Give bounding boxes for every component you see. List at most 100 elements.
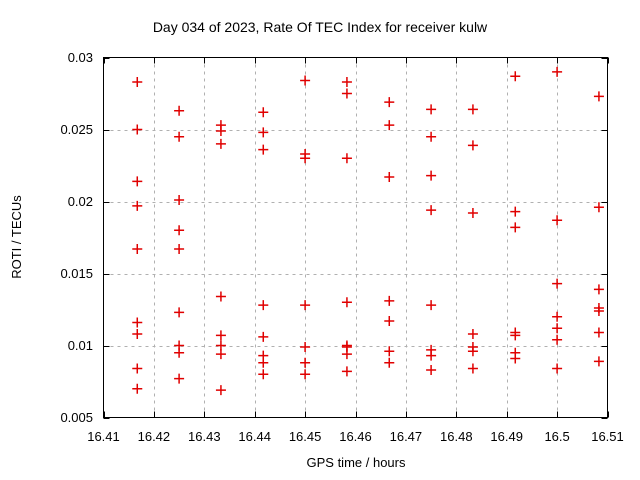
data-point-marker <box>174 131 185 142</box>
data-point-marker <box>174 373 185 384</box>
y-tick-label: 0.005 <box>60 409 93 425</box>
data-point-marker <box>552 311 563 322</box>
data-point-marker <box>215 349 226 360</box>
data-point-marker <box>174 347 185 358</box>
data-point-marker <box>467 363 478 374</box>
data-point-marker <box>426 104 437 115</box>
data-point-marker <box>593 202 604 213</box>
data-point-marker <box>174 225 185 236</box>
data-point-marker <box>132 76 143 87</box>
data-point-marker <box>300 153 311 164</box>
data-point-marker <box>174 195 185 206</box>
data-point-marker <box>426 131 437 142</box>
data-point-marker <box>384 316 395 327</box>
data-point-marker <box>300 369 311 380</box>
data-point-marker <box>341 366 352 377</box>
data-point-marker <box>258 144 269 155</box>
data-point-marker <box>341 153 352 164</box>
data-point-marker <box>552 363 563 374</box>
x-tick-label: 16.49 <box>490 429 523 444</box>
data-point-marker <box>384 357 395 368</box>
data-point-marker <box>258 369 269 380</box>
data-point-marker <box>132 244 143 255</box>
data-point-marker <box>384 295 395 306</box>
data-point-marker <box>426 170 437 181</box>
data-point-marker <box>300 341 311 352</box>
data-point-marker <box>510 206 521 217</box>
data-point-marker <box>215 330 226 341</box>
data-point-marker <box>384 172 395 183</box>
data-point-marker <box>258 107 269 118</box>
data-point-marker <box>132 176 143 187</box>
data-point-marker <box>132 200 143 211</box>
data-point-marker <box>510 353 521 364</box>
data-point-marker <box>300 357 311 368</box>
x-tick-label: 16.48 <box>440 429 473 444</box>
data-point-marker <box>215 138 226 149</box>
data-point-marker <box>132 363 143 374</box>
data-point-marker <box>552 278 563 289</box>
data-point-marker <box>467 328 478 339</box>
data-point-marker <box>510 330 521 341</box>
data-point-marker <box>593 284 604 295</box>
x-tick-label: 16.51 <box>591 429 624 444</box>
data-point-marker <box>300 300 311 311</box>
data-point-marker <box>552 334 563 345</box>
data-point-marker <box>593 305 604 316</box>
y-tick-label: 0.025 <box>60 121 93 137</box>
data-point-marker <box>593 327 604 338</box>
x-tick-label: 16.5 <box>544 429 570 444</box>
data-point-marker <box>426 205 437 216</box>
chart-title: Day 034 of 2023, Rate Of TEC Index for r… <box>152 19 488 35</box>
data-point-marker <box>132 317 143 328</box>
data-point-marker <box>426 350 437 361</box>
data-point-marker <box>467 346 478 357</box>
data-point-marker <box>384 120 395 131</box>
data-point-marker <box>300 75 311 86</box>
data-point-marker <box>341 297 352 308</box>
data-point-marker <box>552 323 563 334</box>
data-point-marker <box>341 349 352 360</box>
x-axis-label: GPS time / hours <box>306 455 406 470</box>
data-point-marker <box>510 71 521 82</box>
x-tick-label: 16.42 <box>137 429 171 444</box>
data-point-marker <box>132 328 143 339</box>
data-point-marker <box>384 346 395 357</box>
data-point-marker <box>174 244 185 255</box>
data-point-marker <box>341 76 352 87</box>
x-tick-label: 16.43 <box>188 429 221 444</box>
data-point-marker <box>426 300 437 311</box>
data-point-marker <box>384 97 395 108</box>
data-point-marker <box>258 127 269 138</box>
data-point-marker <box>426 364 437 375</box>
data-point-marker <box>174 307 185 318</box>
data-point-marker <box>258 300 269 311</box>
data-point-marker <box>552 66 563 77</box>
data-point-marker <box>593 356 604 367</box>
data-point-marker <box>467 140 478 151</box>
data-point-marker <box>258 357 269 368</box>
data-point-marker <box>215 291 226 302</box>
data-point-marker <box>174 105 185 116</box>
data-point-marker <box>258 331 269 342</box>
x-tick-label: 16.47 <box>389 429 423 444</box>
x-tick-label: 16.44 <box>238 429 271 444</box>
y-tick-label: 0.015 <box>60 265 93 281</box>
x-tick-label: 16.46 <box>339 429 372 444</box>
y-tick-label: 0.03 <box>67 49 93 65</box>
data-point-marker <box>132 383 143 394</box>
x-tick-label: 16.41 <box>87 429 120 444</box>
data-point-marker <box>215 125 226 136</box>
data-point-marker <box>215 340 226 351</box>
data-point-marker <box>510 222 521 233</box>
x-tick-label: 16.45 <box>288 429 322 444</box>
data-point-marker <box>132 124 143 135</box>
data-point-marker <box>467 104 478 115</box>
y-tick-label: 0.01 <box>67 337 93 353</box>
data-point-marker <box>552 215 563 226</box>
data-point-marker <box>215 385 226 396</box>
data-point-marker <box>341 88 352 99</box>
y-tick-label: 0.02 <box>67 193 93 209</box>
